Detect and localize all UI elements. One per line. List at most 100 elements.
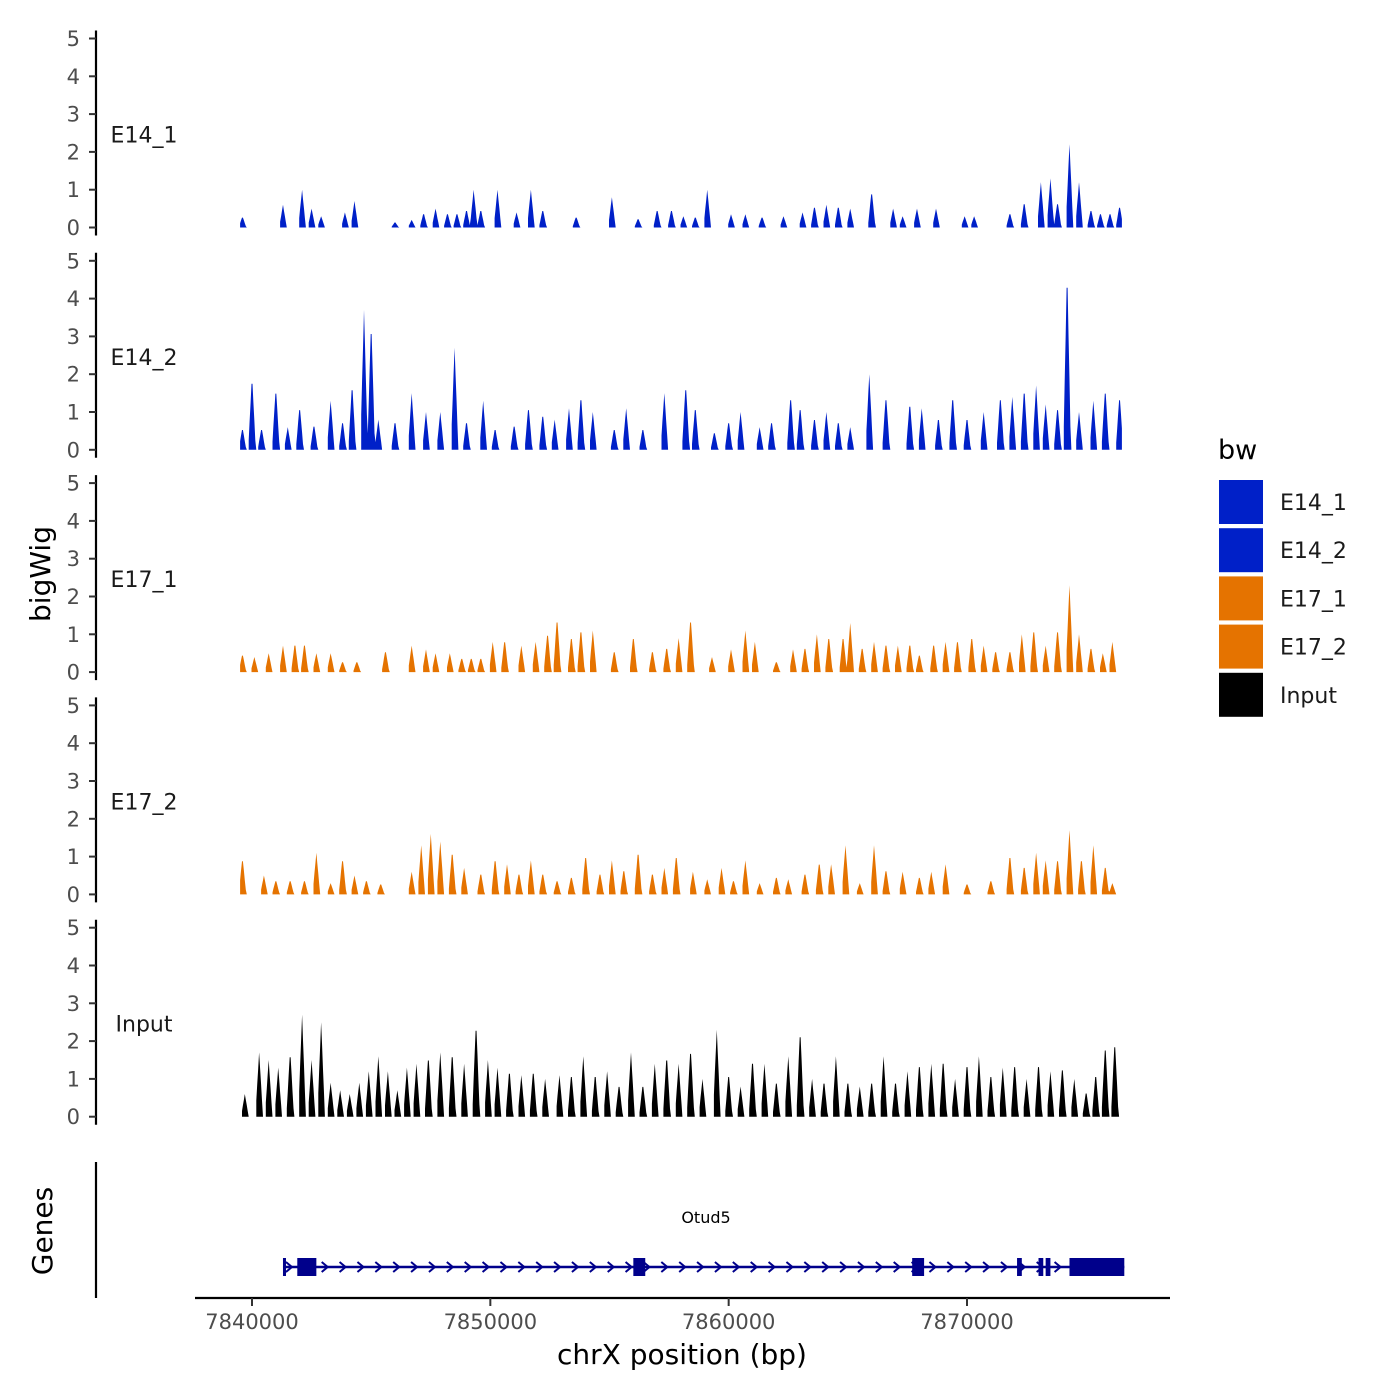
strand-arrow xyxy=(714,1261,723,1273)
strand-arrow xyxy=(928,1261,938,1273)
strand-arrow xyxy=(678,1261,687,1273)
y-tick-label-E17_2-4: 4 xyxy=(67,732,80,756)
exon-7 xyxy=(1045,1258,1051,1276)
strand-arrow xyxy=(821,1261,830,1273)
signal-area-E14_2 xyxy=(240,287,1122,450)
track-label-E17_2: E17_2 xyxy=(111,790,178,815)
strand-arrow xyxy=(875,1261,884,1273)
y-tick-label-E14_1-5: 5 xyxy=(67,27,80,51)
strand-arrow xyxy=(857,1261,866,1273)
y-tick-label-E14_1-4: 4 xyxy=(67,65,80,89)
exon-4 xyxy=(912,1258,925,1276)
y-tick-label-E14_2-2: 2 xyxy=(67,363,80,387)
strand-arrow xyxy=(785,1261,795,1273)
y-tick-label-E17_2-0: 0 xyxy=(67,883,80,907)
y-tick-label-E17_1-0: 0 xyxy=(67,661,80,685)
legend-key-E17_2 xyxy=(1219,624,1263,669)
y-tick-label-Input-5: 5 xyxy=(67,916,80,940)
y-tick-label-Input-3: 3 xyxy=(67,992,80,1016)
strand-arrow xyxy=(803,1261,812,1273)
track-panel-E14_1: 0 1 2 3 4 5 E14_1 xyxy=(67,27,1122,240)
legend: bw E14_1 E14_2 E17_1 E17_2 Input xyxy=(1218,435,1347,717)
track-panel-E14_2: 0 1 2 3 4 5 E14_2 xyxy=(67,249,1122,462)
y-tick-label-E17_1-1: 1 xyxy=(67,623,80,647)
signal-area-E14_1 xyxy=(240,144,1122,228)
legend-key-E17_1 xyxy=(1219,576,1263,621)
x-tick-label-7860000: 7860000 xyxy=(682,1310,776,1334)
y-tick-label-E14_1-0: 0 xyxy=(67,216,80,240)
strand-arrow xyxy=(982,1261,991,1273)
strand-arrow xyxy=(893,1261,902,1273)
legend-label-E17_1: E17_1 xyxy=(1280,587,1347,612)
y-tick-label-E17_2-1: 1 xyxy=(67,845,80,869)
x-tick-label-7870000: 7870000 xyxy=(920,1310,1014,1334)
x-axis: 7840000 7850000 7860000 7870000 xyxy=(195,1296,1170,1334)
y-tick-label-E17_1-2: 2 xyxy=(67,585,80,609)
strand-arrow xyxy=(374,1261,383,1273)
y-tick-label-E14_2-4: 4 xyxy=(67,287,80,311)
strand-arrow xyxy=(553,1261,562,1273)
y-tick-label-E17_1-3: 3 xyxy=(67,547,80,571)
y-tick-label-Input-2: 2 xyxy=(67,1030,80,1054)
signal-area-Input xyxy=(242,1014,1120,1117)
y-tick-label-E14_1-2: 2 xyxy=(67,140,80,164)
strand-arrow xyxy=(964,1261,973,1273)
track-panel-Input: 0 1 2 3 4 5 Input xyxy=(67,916,1120,1129)
strand-arrow xyxy=(392,1261,401,1273)
exon-8 xyxy=(1069,1258,1125,1276)
strand-arrow xyxy=(338,1261,348,1273)
strand-arrow xyxy=(428,1261,437,1273)
x-tick-label-7850000: 7850000 xyxy=(444,1310,538,1334)
legend-label-E14_2: E14_2 xyxy=(1280,539,1347,564)
gene-name-label: Otud5 xyxy=(681,1208,730,1227)
track-label-Input: Input xyxy=(116,1013,173,1038)
strand-arrow xyxy=(750,1261,759,1273)
strand-arrow xyxy=(607,1261,616,1273)
exon-1 xyxy=(282,1258,286,1276)
x-tick-label-7840000: 7840000 xyxy=(205,1310,299,1334)
y-tick-label-E14_2-0: 0 xyxy=(67,438,80,462)
x-axis-title: chrX position (bp) xyxy=(557,1338,807,1371)
y-tick-label-E17_2-2: 2 xyxy=(67,807,80,831)
strand-arrow xyxy=(499,1261,509,1273)
strand-arrow xyxy=(446,1261,455,1273)
y-tick-label-E14_2-1: 1 xyxy=(67,401,80,425)
y-tick-label-E17_2-5: 5 xyxy=(67,694,80,718)
genes-axis-title: Genes xyxy=(26,1187,59,1275)
strand-arrow xyxy=(660,1261,669,1273)
strand-arrow xyxy=(285,1261,294,1273)
track-panel-E17_1: 0 1 2 3 4 5 E17_1 xyxy=(67,472,1117,685)
strand-arrow xyxy=(732,1261,741,1273)
signal-area-E17_2 xyxy=(240,830,1117,895)
strand-arrow xyxy=(624,1261,634,1273)
exon-2 xyxy=(297,1258,317,1276)
track-label-E17_1: E17_1 xyxy=(111,568,178,593)
y-tick-label-E17_2-3: 3 xyxy=(67,770,80,794)
y-tick-label-Input-1: 1 xyxy=(67,1067,80,1091)
strand-arrow xyxy=(571,1261,580,1273)
track-label-E14_1: E14_1 xyxy=(111,124,178,149)
exon-3 xyxy=(633,1258,646,1276)
strand-arrow xyxy=(535,1261,544,1273)
strand-arrow xyxy=(642,1261,652,1273)
y-tick-label-E14_2-3: 3 xyxy=(67,325,80,349)
legend-title: bw xyxy=(1218,435,1257,466)
exon-5 xyxy=(1017,1258,1022,1276)
strand-arrow xyxy=(1000,1261,1009,1273)
strand-arrow xyxy=(356,1261,366,1273)
strand-arrow xyxy=(517,1261,526,1273)
y-tick-label-E14_1-3: 3 xyxy=(67,103,80,127)
y-tick-label-Input-0: 0 xyxy=(67,1105,80,1129)
strand-arrow xyxy=(481,1261,491,1273)
strand-arrow xyxy=(321,1261,330,1273)
y-tick-label-E14_1-1: 1 xyxy=(67,178,80,202)
track-panel-E17_2: 0 1 2 3 4 5 E17_2 xyxy=(67,694,1117,907)
strand-arrow xyxy=(946,1261,955,1273)
strand-arrow xyxy=(839,1261,848,1273)
strand-arrow xyxy=(589,1261,598,1273)
legend-key-E14_2 xyxy=(1219,528,1263,573)
gene-panel: Genes Otud5 xyxy=(26,1162,1125,1298)
strand-arrow xyxy=(410,1261,419,1273)
tracks-area: 0 1 2 3 4 5 E14_1 0 1 2 3 4 5 E14_2 0 1 2 3 4 5 E17_1 0 1 2 3 4 5 E… xyxy=(67,27,1122,1129)
